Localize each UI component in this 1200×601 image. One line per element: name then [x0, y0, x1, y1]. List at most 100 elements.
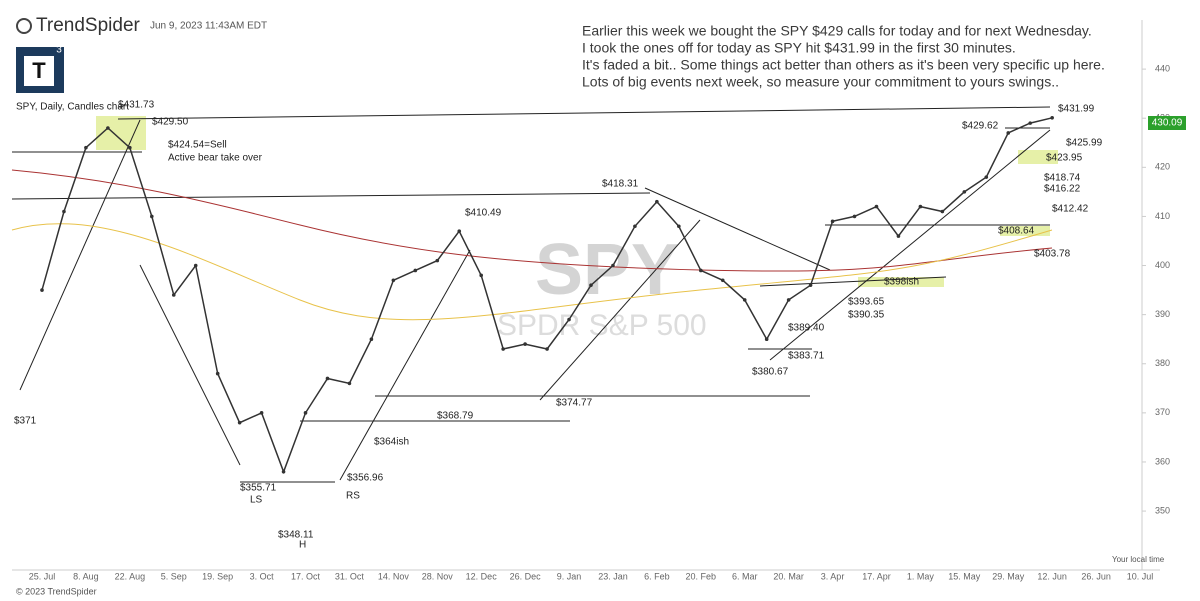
- timezone: Your local time: [1112, 555, 1165, 564]
- commentary-line: I took the ones off for today as SPY hit…: [582, 40, 1016, 56]
- brand-icon: [16, 18, 32, 34]
- price-point: [567, 317, 571, 322]
- x-tick-label: 31. Oct: [335, 571, 365, 581]
- level-line: [759, 276, 947, 287]
- x-tick-label: 17. Apr: [862, 571, 891, 581]
- price-point: [896, 234, 901, 238]
- annotation: LS: [250, 495, 263, 506]
- annotation: $348.11: [278, 530, 314, 541]
- annotation: $393.65: [848, 297, 885, 308]
- price-point: [193, 263, 198, 268]
- x-tick-label: 29. May: [992, 571, 1025, 581]
- x-tick-label: 12. Dec: [466, 571, 498, 581]
- x-tick-label: 23. Jan: [598, 571, 628, 581]
- annotation: $408.64: [998, 226, 1035, 237]
- price-point: [457, 229, 462, 233]
- x-tick-label: 20. Feb: [686, 571, 717, 581]
- price-point: [40, 288, 44, 292]
- price-tag-label: 430.09: [1152, 118, 1183, 129]
- price-point: [435, 258, 440, 263]
- annotation: $371: [14, 416, 37, 427]
- x-tick-label: 3. Apr: [821, 571, 845, 581]
- price-point: [808, 283, 813, 287]
- x-tick-label: 8. Aug: [73, 571, 99, 581]
- trend-line: [644, 187, 831, 271]
- price-point: [742, 298, 747, 302]
- price-point: [347, 381, 352, 386]
- price-point: [369, 337, 374, 341]
- brand: TrendSpider: [36, 15, 141, 36]
- price-point: [171, 293, 176, 297]
- x-tick-label: 5. Sep: [161, 571, 187, 581]
- price-point: [655, 199, 659, 204]
- price-point: [523, 342, 527, 346]
- annotation: $412.42: [1052, 204, 1089, 215]
- y-tick-label: 400: [1155, 260, 1170, 270]
- price-point: [852, 214, 857, 219]
- price-point: [830, 219, 835, 224]
- price-point: [281, 469, 286, 474]
- annotation: H: [299, 540, 306, 551]
- y-tick-label: 440: [1155, 63, 1170, 73]
- trend-line: [19, 119, 141, 391]
- annotation: $429.50: [152, 117, 189, 128]
- price-point: [677, 224, 681, 229]
- price-point: [62, 209, 66, 214]
- annotation: $364ish: [374, 437, 409, 448]
- price-point: [150, 214, 154, 219]
- x-tick-label: 15. May: [948, 571, 981, 581]
- highlight: [1000, 226, 1050, 236]
- price-point: [940, 209, 945, 214]
- price-point: [589, 283, 593, 287]
- x-tick-label: 9. Jan: [557, 571, 582, 581]
- x-tick-label: 26. Jun: [1081, 571, 1111, 581]
- trend-line: [769, 129, 1051, 361]
- annotation: $355.71: [240, 483, 277, 494]
- annotation: $380.67: [752, 367, 789, 378]
- annotation: $389.40: [788, 323, 825, 334]
- y-tick-label: 370: [1155, 407, 1170, 417]
- price-point: [786, 298, 791, 302]
- annotation: $356.96: [347, 473, 384, 484]
- price-point: [1006, 131, 1011, 135]
- price-point: [128, 145, 132, 150]
- levels: [11, 106, 1051, 483]
- price-point: [874, 204, 879, 209]
- level-line: [11, 192, 651, 200]
- highlight: [858, 277, 944, 287]
- price-point: [391, 278, 396, 283]
- x-tick-label: 3. Oct: [250, 571, 275, 581]
- annotation: $423.95: [1046, 153, 1083, 164]
- annotation: $418.74: [1044, 173, 1081, 184]
- annotation: $429.62: [962, 121, 999, 132]
- x-tick-label: 1. May: [907, 571, 935, 581]
- y-tick-label: 350: [1155, 505, 1170, 515]
- logo-letter: T: [32, 58, 46, 83]
- price-point: [106, 126, 110, 130]
- annotation: $383.71: [788, 351, 825, 362]
- highlight: [96, 116, 146, 150]
- x-tick-label: 22. Aug: [115, 571, 146, 581]
- x-tick-label: 25. Jul: [29, 571, 56, 581]
- annotation: $418.31: [602, 179, 639, 190]
- chart-title: SPY, Daily, Candles chart: [16, 102, 129, 113]
- level-line: [117, 106, 1051, 120]
- trend-line: [339, 249, 471, 481]
- price-point: [84, 145, 88, 150]
- logo-inner: [24, 56, 54, 86]
- price-point: [611, 263, 615, 268]
- annotation: $410.49: [465, 208, 502, 219]
- annotation: $431.99: [1058, 104, 1095, 115]
- price-point: [237, 420, 242, 425]
- price-point: [984, 175, 989, 179]
- price-point: [720, 278, 725, 283]
- x-tick-label: 17. Oct: [291, 571, 321, 581]
- x-tick-label: 6. Mar: [732, 571, 758, 581]
- y-tick-label: 380: [1155, 358, 1170, 368]
- annotation: $368.79: [437, 411, 474, 422]
- annotation: $425.99: [1066, 138, 1103, 149]
- price-tag: [1148, 116, 1186, 130]
- moving-average: [11, 169, 1053, 272]
- price-point: [325, 376, 330, 381]
